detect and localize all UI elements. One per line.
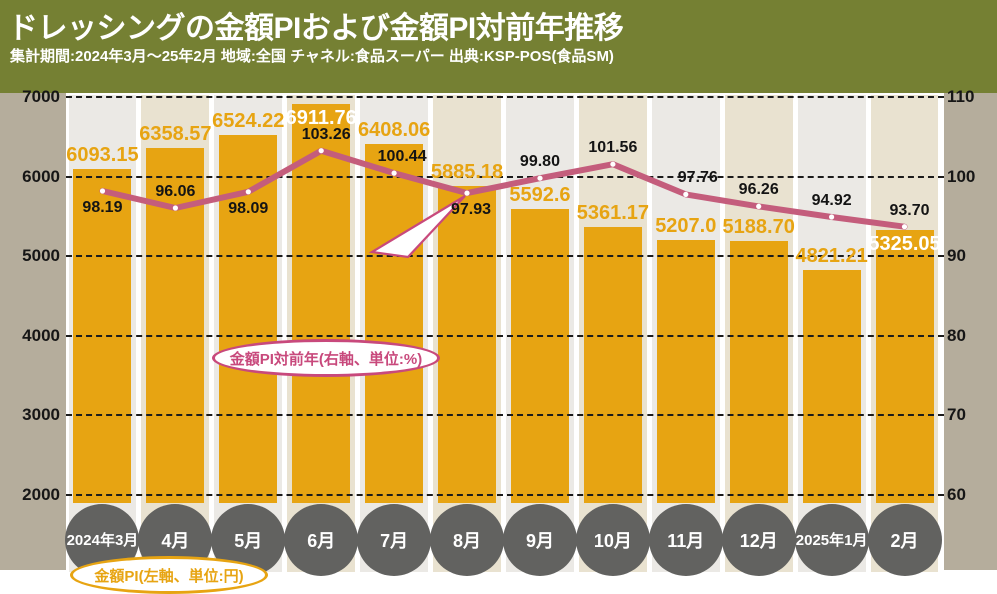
bar-8 xyxy=(583,227,642,503)
x-axis-month-8: 10月 xyxy=(575,504,650,576)
trend-marker xyxy=(683,191,689,197)
gridline-7000 xyxy=(66,96,944,98)
line-value-label: 100.44 xyxy=(377,148,427,166)
right-axis-tick-60: 60 xyxy=(947,485,966,504)
bar-value-label: 6524.22 xyxy=(212,109,285,132)
left-axis-tick-3000: 3000 xyxy=(22,405,60,425)
trend-line-layer xyxy=(99,147,908,259)
trend-marker xyxy=(756,203,762,209)
line-value-label: 96.06 xyxy=(155,182,196,200)
left-axis-tick-4000: 4000 xyxy=(22,325,60,345)
x-axis-month-10: 12月 xyxy=(721,504,796,576)
trend-marker xyxy=(610,161,616,167)
month-label: 2024年 xyxy=(66,531,115,549)
bar-value-label: 5592.6 xyxy=(509,184,571,207)
bar-4 xyxy=(292,104,351,503)
trend-marker xyxy=(829,214,835,220)
line-value-label: 93.70 xyxy=(889,201,930,219)
gridline-6000 xyxy=(66,175,944,178)
bar-value-label: 6408.06 xyxy=(357,119,431,142)
x-axis-month-4: 6月 xyxy=(284,504,359,576)
right-axis-tick-100: 100 xyxy=(947,166,976,186)
x-axis-month-5: 7月 xyxy=(357,504,432,576)
x-axis-month-6: 8月 xyxy=(430,504,505,576)
month-label: 12月 xyxy=(739,531,778,551)
bar-6 xyxy=(438,185,497,503)
bar-value-label: 6093.15 xyxy=(66,144,139,167)
right-axis-tick-70: 70 xyxy=(947,405,966,425)
trend-marker xyxy=(391,170,397,176)
x-axis-month-9: 11月 xyxy=(648,504,723,576)
left-axis-tick-2000: 2000 xyxy=(22,485,60,504)
line-series-callout: 金額PI対前年(右軸、単位:%) xyxy=(212,339,440,377)
month-label: 9月 xyxy=(525,531,554,551)
line-value-label: 97.93 xyxy=(451,201,492,219)
month-label: 10月 xyxy=(593,531,632,551)
line-value-label: 101.56 xyxy=(588,139,638,157)
bar-value-label: 6358.57 xyxy=(139,123,212,146)
bar-7 xyxy=(510,209,569,503)
left-axis-tick-5000: 5000 xyxy=(22,246,60,266)
page-subtitle: 集計期間:2024年3月〜25年2月 地域:全国 チャネル:食品スーパー 出典:… xyxy=(10,48,614,65)
line-value-label: 98.09 xyxy=(228,199,269,217)
trend-marker xyxy=(537,175,543,181)
line-value-label: 96.26 xyxy=(738,181,779,199)
line-value-label: 98.19 xyxy=(82,199,123,216)
bar-series-callout: 金額PI(左軸、単位:円) xyxy=(70,556,268,594)
month-label: 2025年 xyxy=(795,531,845,549)
left-axis-tick-6000: 6000 xyxy=(22,166,60,186)
bar-9 xyxy=(656,239,715,503)
trend-line xyxy=(99,147,908,230)
right-axis-tick-90: 90 xyxy=(947,246,966,266)
month-label: 11月 xyxy=(667,531,705,551)
trend-marker xyxy=(901,224,908,230)
trend-marker xyxy=(245,189,251,195)
month-label: 1月 xyxy=(844,531,868,549)
line-value-label: 99.80 xyxy=(519,153,560,171)
bar-value-label: 5188.70 xyxy=(722,216,795,239)
combo-chart: 金額PI対前年(右軸、単位:%) 金額PI(左軸、単位:円) 7000 6000 5… xyxy=(0,87,997,594)
trend-marker xyxy=(464,190,470,196)
month-label: 8月 xyxy=(453,531,482,551)
bar-10 xyxy=(729,241,788,503)
month-label: 4月 xyxy=(161,531,190,551)
month-label: 7月 xyxy=(380,531,409,551)
x-axis-month-12: 2月 xyxy=(867,504,942,576)
gridline-2000 xyxy=(66,494,944,496)
bar-value-label: 4821.21 xyxy=(795,245,868,268)
trend-marker xyxy=(99,188,106,194)
bar-value-label: 6911.76 xyxy=(285,107,357,130)
bar-11 xyxy=(802,270,861,503)
right-axis-margin xyxy=(944,93,997,570)
bar-12 xyxy=(875,230,934,503)
line-value-label: 97.76 xyxy=(677,169,718,187)
month-label: 6月 xyxy=(307,531,336,551)
bar-value-label: 5325.05 xyxy=(868,233,941,256)
bar-value-label: 5361.17 xyxy=(576,202,650,225)
line-value-label: 103.26 xyxy=(301,125,351,143)
left-axis-tick-7000: 7000 xyxy=(22,87,60,106)
plot-area xyxy=(66,93,941,572)
left-axis-margin xyxy=(0,93,66,570)
trend-marker xyxy=(318,148,324,154)
x-axis-month-11: 2025年 1月 xyxy=(794,504,869,576)
callout-tail xyxy=(368,195,466,259)
bar-value-label: 5885.18 xyxy=(430,160,504,183)
bar-5 xyxy=(365,144,424,503)
month-label: 2月 xyxy=(890,531,919,551)
trend-marker xyxy=(172,205,178,211)
line-value-label: 94.92 xyxy=(811,192,852,210)
x-axis-month-7: 9月 xyxy=(502,504,577,576)
bar-value-label: 5207.0 xyxy=(655,214,717,237)
right-axis-tick-80: 80 xyxy=(947,325,966,345)
month-label: 3月 xyxy=(114,531,139,549)
month-label: 5月 xyxy=(234,531,263,551)
gridline-3000 xyxy=(66,414,944,417)
header-band: ドレッシングの金額PIおよび金額PI対前年推移 集計期間:2024年3月〜25年… xyxy=(0,0,997,93)
gridline-5000 xyxy=(66,255,944,258)
page-title: ドレッシングの金額PIおよび金額PI対前年推移 xyxy=(8,12,624,45)
right-axis-tick-110: 110 xyxy=(947,87,975,106)
gridline-4000 xyxy=(66,334,944,337)
